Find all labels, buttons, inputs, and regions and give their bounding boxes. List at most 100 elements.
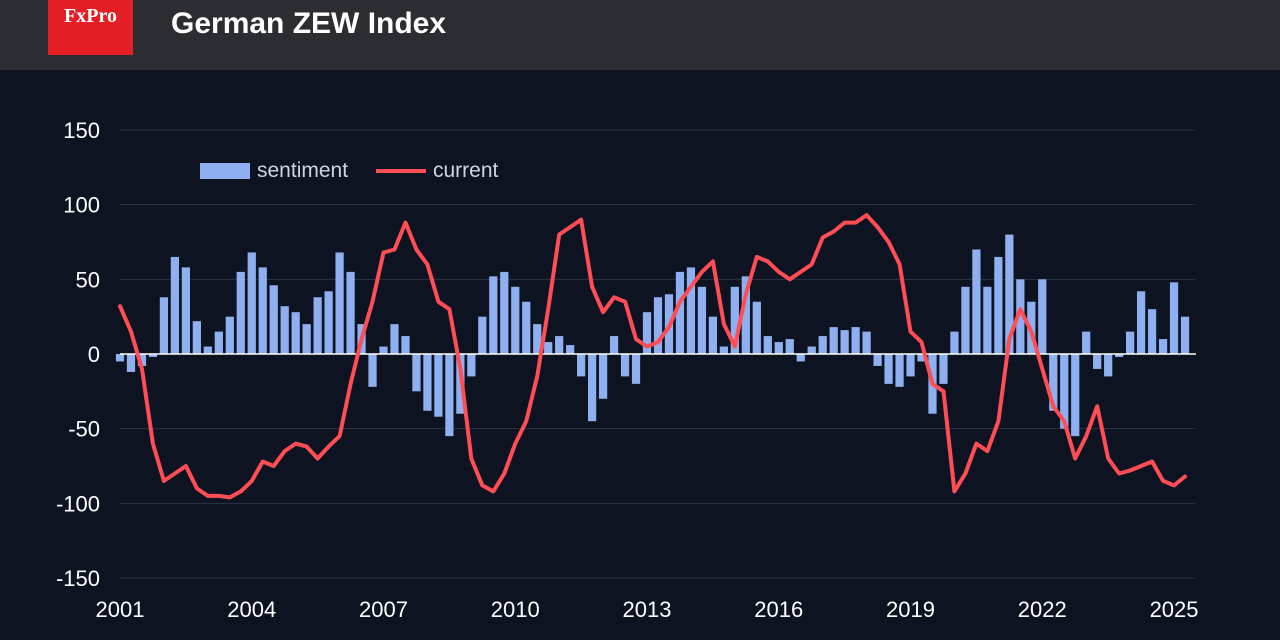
legend-current-label: current <box>433 159 499 182</box>
sentiment-bar <box>148 354 158 357</box>
sentiment-bar <box>467 354 476 377</box>
sentiment-bar <box>555 336 564 354</box>
y-tick-label: -50 <box>68 417 100 442</box>
sentiment-bar <box>291 312 300 354</box>
sentiment-bar <box>1005 234 1014 354</box>
sentiment-bar <box>598 354 608 399</box>
sentiment-bar <box>137 354 147 366</box>
sentiment-bar <box>434 354 443 417</box>
sentiment-bar <box>192 321 201 354</box>
sentiment-bar <box>862 331 871 354</box>
sentiment-bar <box>1082 331 1091 354</box>
legend-sentiment-label: sentiment <box>257 159 348 182</box>
chart-title: German ZEW Index <box>171 7 447 40</box>
sentiment-bar <box>401 336 410 354</box>
sentiment-bar <box>796 354 805 362</box>
sentiment-bar <box>236 271 245 354</box>
sentiment-bar <box>489 276 498 354</box>
legend: sentiment current <box>200 159 499 182</box>
sentiment-bar <box>818 336 827 354</box>
sentiment-bar <box>675 271 685 354</box>
sentiment-bar <box>302 324 311 354</box>
sentiment-bar <box>115 354 125 362</box>
sentiment-bar <box>884 354 893 384</box>
x-tick-label: 2007 <box>359 597 408 622</box>
sentiment-bar <box>368 354 377 387</box>
sentiment-bar <box>269 285 278 354</box>
sentiment-bar <box>763 336 772 354</box>
sentiment-bar <box>522 301 531 354</box>
sentiment-bar <box>1038 279 1047 354</box>
x-tick-label: 2022 <box>1018 597 1067 622</box>
header-bar: FxPro German ZEW Index <box>0 0 1280 70</box>
sentiment-bar <box>324 291 333 354</box>
y-axis-labels: 150 100 50 0 -50 -100 -150 <box>56 118 100 591</box>
sentiment-bar <box>1126 331 1135 354</box>
sentiment-bar <box>994 256 1003 354</box>
sentiment-bar <box>1136 291 1146 354</box>
sentiment-bar <box>1049 354 1058 411</box>
sentiment-bar <box>335 252 344 354</box>
sentiment-bar <box>730 286 739 354</box>
sentiment-bar <box>1169 282 1179 354</box>
sentiment-bar <box>170 256 180 354</box>
sentiment-bar <box>390 324 399 354</box>
sentiment-bar <box>445 354 454 437</box>
sentiment-bar <box>258 267 267 354</box>
sentiment-bar <box>620 354 630 377</box>
sentiment-bar <box>181 267 190 354</box>
sentiment-bar <box>906 354 915 377</box>
y-tick-label: -150 <box>56 566 100 591</box>
sentiment-bar <box>939 354 948 384</box>
sentiment-bar <box>577 354 586 377</box>
x-tick-label: 2025 <box>1150 597 1199 622</box>
sentiment-bar <box>631 354 641 384</box>
sentiment-bar <box>379 346 388 354</box>
sentiment-bar <box>1115 354 1124 357</box>
sentiment-bar <box>478 316 487 354</box>
sentiment-bar <box>609 336 619 354</box>
sentiment-bar <box>566 345 575 354</box>
sentiment-bar <box>752 301 761 354</box>
sentiment-bar <box>500 271 509 354</box>
sentiment-bar <box>1093 354 1102 369</box>
sentiment-bar <box>1060 354 1069 429</box>
sentiment-bar <box>544 342 553 354</box>
sentiment-bar <box>280 306 289 354</box>
x-tick-label: 2013 <box>623 597 672 622</box>
sentiment-bar <box>203 346 212 354</box>
y-tick-label: 150 <box>63 118 100 143</box>
sentiment-bar <box>346 271 355 354</box>
sentiment-bar <box>126 354 136 372</box>
x-tick-label: 2001 <box>96 597 145 622</box>
sentiment-bar <box>807 346 816 354</box>
sentiment-bar <box>719 346 728 354</box>
sentiment-bar <box>159 297 169 354</box>
fxpro-logo: FxPro <box>48 0 133 55</box>
sentiment-bar <box>708 316 718 354</box>
sentiment-bar <box>1071 354 1080 437</box>
sentiment-bar <box>917 354 926 362</box>
x-axis-labels: 2001 2004 2007 2010 2013 2016 2019 2022 2025 <box>96 597 1199 622</box>
sentiment-bar <box>840 330 849 354</box>
sentiment-bar <box>873 354 882 366</box>
sentiment-bar <box>511 286 520 354</box>
sentiment-bar <box>983 286 992 354</box>
sentiment-bar <box>588 354 597 422</box>
sentiment-bar <box>653 297 663 354</box>
sentiment-bar <box>1104 354 1113 377</box>
y-tick-label: 50 <box>76 267 100 292</box>
x-tick-label: 2019 <box>886 597 935 622</box>
sentiment-bar <box>412 354 421 392</box>
sentiment-bar <box>1180 316 1190 354</box>
sentiment-bar <box>961 286 970 354</box>
legend-sentiment-swatch <box>200 163 250 179</box>
sentiment-bar <box>247 252 256 354</box>
sentiment-bar <box>774 342 783 354</box>
sentiment-bar <box>851 327 860 354</box>
current-line <box>118 213 1187 500</box>
sentiment-bar <box>686 267 696 354</box>
sentiment-bar <box>533 324 542 354</box>
x-tick-label: 2016 <box>754 597 803 622</box>
y-tick-label: 0 <box>88 342 100 367</box>
